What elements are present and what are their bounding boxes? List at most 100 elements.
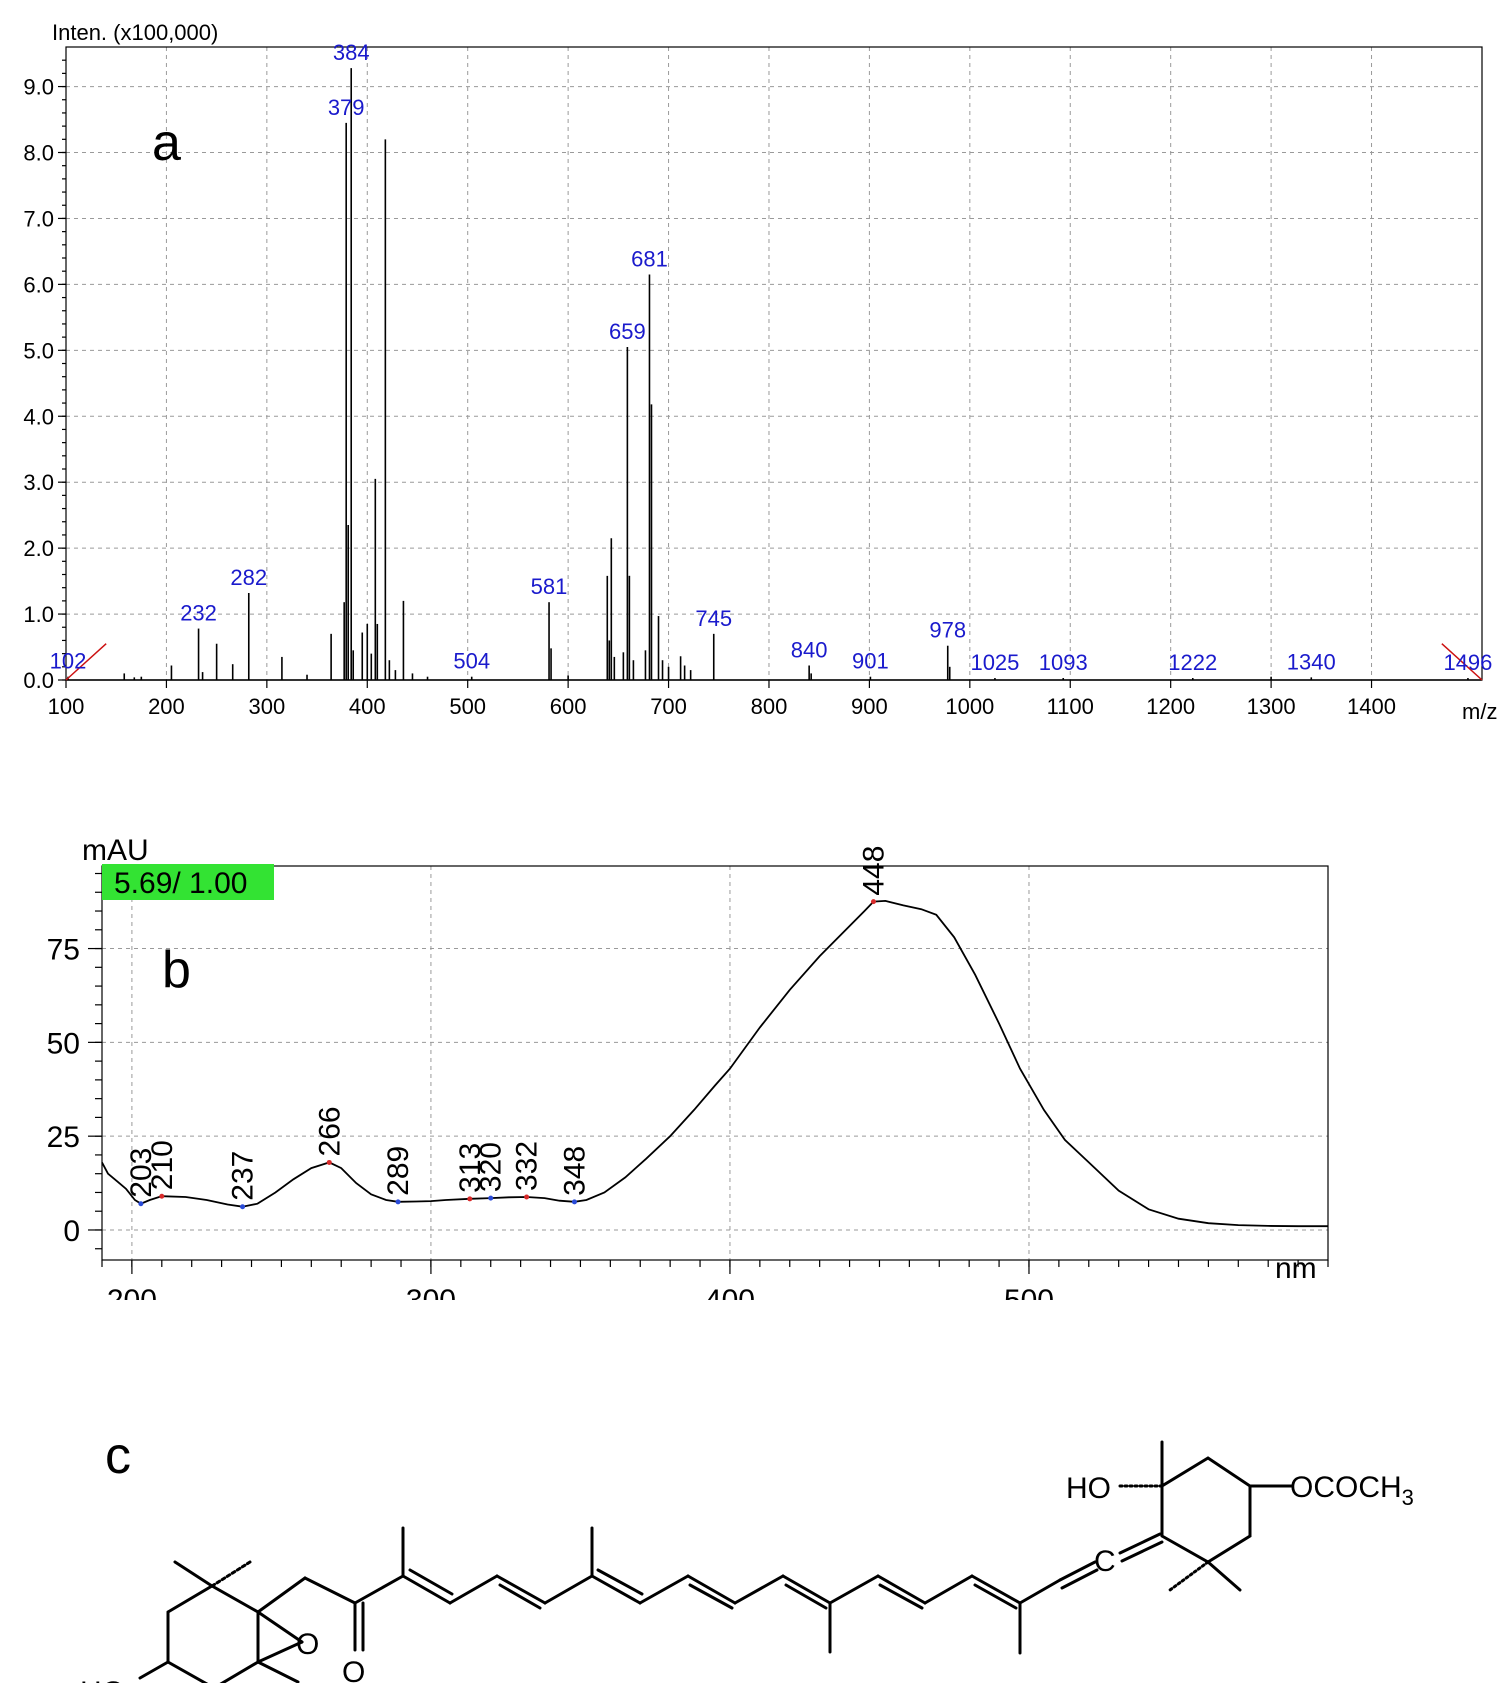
peak-marker (326, 1159, 332, 1165)
y-tick-label: 2.0 (23, 536, 54, 561)
x-tick-label: 600 (550, 694, 587, 719)
uv-peak-label: 289 (382, 1146, 415, 1196)
x-tick-label: 200 (148, 694, 185, 719)
mass-spectrum-peaks (65, 68, 1483, 681)
peak-marker (488, 1195, 494, 1201)
y-tick-label: 25 (47, 1121, 80, 1154)
ms-peak-label: 384 (333, 40, 370, 65)
ms-peak-label: 745 (695, 606, 732, 631)
uv-peak-label: 348 (558, 1146, 591, 1196)
x-tick-label: 300 (248, 694, 285, 719)
ms-peak-label: 1340 (1287, 649, 1336, 674)
x-tick-label: 300 (406, 1284, 456, 1300)
panel-label-b: b (162, 941, 191, 999)
atom-c-allene: C (1094, 1545, 1116, 1578)
mass-spectrum-x-axis-label: m/z (1462, 699, 1497, 724)
retention-badge-text: 5.69/ 1.00 (114, 867, 247, 900)
uv-peak-label: 448 (857, 846, 890, 896)
x-tick-label: 900 (851, 694, 888, 719)
mass-spectrum-chart: 100 200 300 400 500 600 700 800 900 1000 1100 1200 1… (23, 20, 1497, 724)
atom-acetate: OCOCH3 (1290, 1471, 1414, 1510)
x-tick-label: 1200 (1146, 694, 1195, 719)
y-tick-label: 9.0 (23, 75, 54, 100)
ms-peak-label: 1496 (1443, 650, 1492, 675)
ms-peak-label: 504 (453, 649, 490, 674)
y-tick-label: 7.0 (23, 206, 54, 231)
y-tick-label: 8.0 (23, 141, 54, 166)
x-tick-label: 100 (48, 694, 85, 719)
peak-marker (138, 1201, 144, 1207)
y-tick-label: 5.0 (23, 338, 54, 363)
peak-marker (395, 1199, 401, 1205)
structure-bonds (138, 1440, 1294, 1683)
ms-peak-label: 102 (50, 649, 87, 674)
uv-spectrum-axes: 200 300 400 500 0 25 50 75 (47, 872, 1329, 1300)
peak-marker (870, 899, 876, 905)
ms-peak-label: 581 (531, 574, 568, 599)
ms-peak-label: 681 (631, 246, 668, 271)
uv-peak-label: 237 (227, 1151, 260, 1201)
retention-badge (102, 864, 274, 900)
x-tick-label: 700 (650, 694, 687, 719)
x-tick-label: 400 (349, 694, 386, 719)
mass-spectrum-grid (66, 47, 1482, 680)
uv-peak-label: 266 (313, 1106, 346, 1156)
y-tick-label: 4.0 (23, 404, 54, 429)
uv-spectrum-y-axis-label: mAU (82, 834, 149, 867)
peak-marker (524, 1194, 530, 1200)
y-tick-label: 75 (47, 934, 80, 967)
x-tick-label: 500 (1004, 1284, 1054, 1300)
uv-peak-label: 203 (125, 1148, 158, 1198)
uv-absorbance-curve (101, 899, 1328, 1228)
uv-spectrum-frame (101, 865, 1329, 1261)
ms-peak-label: 282 (230, 565, 267, 590)
ms-peak-label: 232 (180, 601, 217, 626)
uv-spectrum-x-axis-label: nm (1275, 1252, 1317, 1285)
ms-peak-label: 379 (328, 95, 365, 120)
mass-spectrum-frame (65, 46, 1483, 681)
mass-spectrum-y-axis-label: Inten. (x100,000) (52, 20, 218, 45)
ms-peak-label: 1222 (1168, 650, 1217, 675)
x-tick-label: 1100 (1047, 694, 1094, 719)
x-tick-label: 800 (751, 694, 788, 719)
uv-peak-label: 210 (146, 1140, 179, 1190)
x-tick-label: 200 (107, 1284, 157, 1300)
peak-marker (159, 1193, 165, 1199)
ms-peak-label: 978 (929, 618, 966, 643)
atom-ho-right: HO (1066, 1472, 1111, 1505)
mass-spectrum-axes: 100 200 300 400 500 600 700 800 900 1000 1100 1200 1… (23, 59, 1396, 719)
x-tick-label: 1300 (1247, 694, 1296, 719)
y-tick-label: 0 (63, 1215, 80, 1248)
y-tick-label: 0.0 (23, 668, 54, 693)
x-tick-label: 1400 (1347, 694, 1396, 719)
atom-o-epoxide: O (296, 1628, 319, 1661)
y-tick-label: 1.0 (23, 602, 54, 627)
atom-ho-left: HO (80, 1676, 125, 1683)
ms-peak-label: 901 (852, 649, 889, 674)
start-marker (65, 643, 107, 681)
ms-peak-label: 659 (609, 319, 646, 344)
peak-marker (240, 1204, 246, 1210)
uv-spectrum-grid (102, 866, 1328, 1260)
y-tick-label: 6.0 (23, 272, 54, 297)
uv-peak-label: 332 (511, 1141, 544, 1191)
atom-o-ketone: O (342, 1656, 365, 1683)
y-tick-label: 3.0 (23, 470, 54, 495)
ms-peak-label: 1093 (1039, 650, 1088, 675)
ms-peak-label: 840 (791, 637, 828, 662)
x-tick-label: 500 (449, 694, 486, 719)
uv-peak-label: 313 (454, 1143, 487, 1193)
end-marker (1441, 643, 1483, 681)
x-tick-label: 1000 (945, 694, 994, 719)
uv-peak-label: 320 (475, 1142, 508, 1192)
panel-label-a: a (152, 114, 181, 172)
x-tick-label: 400 (705, 1284, 755, 1300)
ms-peak-label: 1025 (970, 650, 1019, 675)
peak-marker (467, 1196, 473, 1202)
peak-marker (571, 1199, 577, 1205)
panel-label-c: c (105, 1427, 131, 1485)
chemical-structure: c (80, 1427, 1414, 1683)
